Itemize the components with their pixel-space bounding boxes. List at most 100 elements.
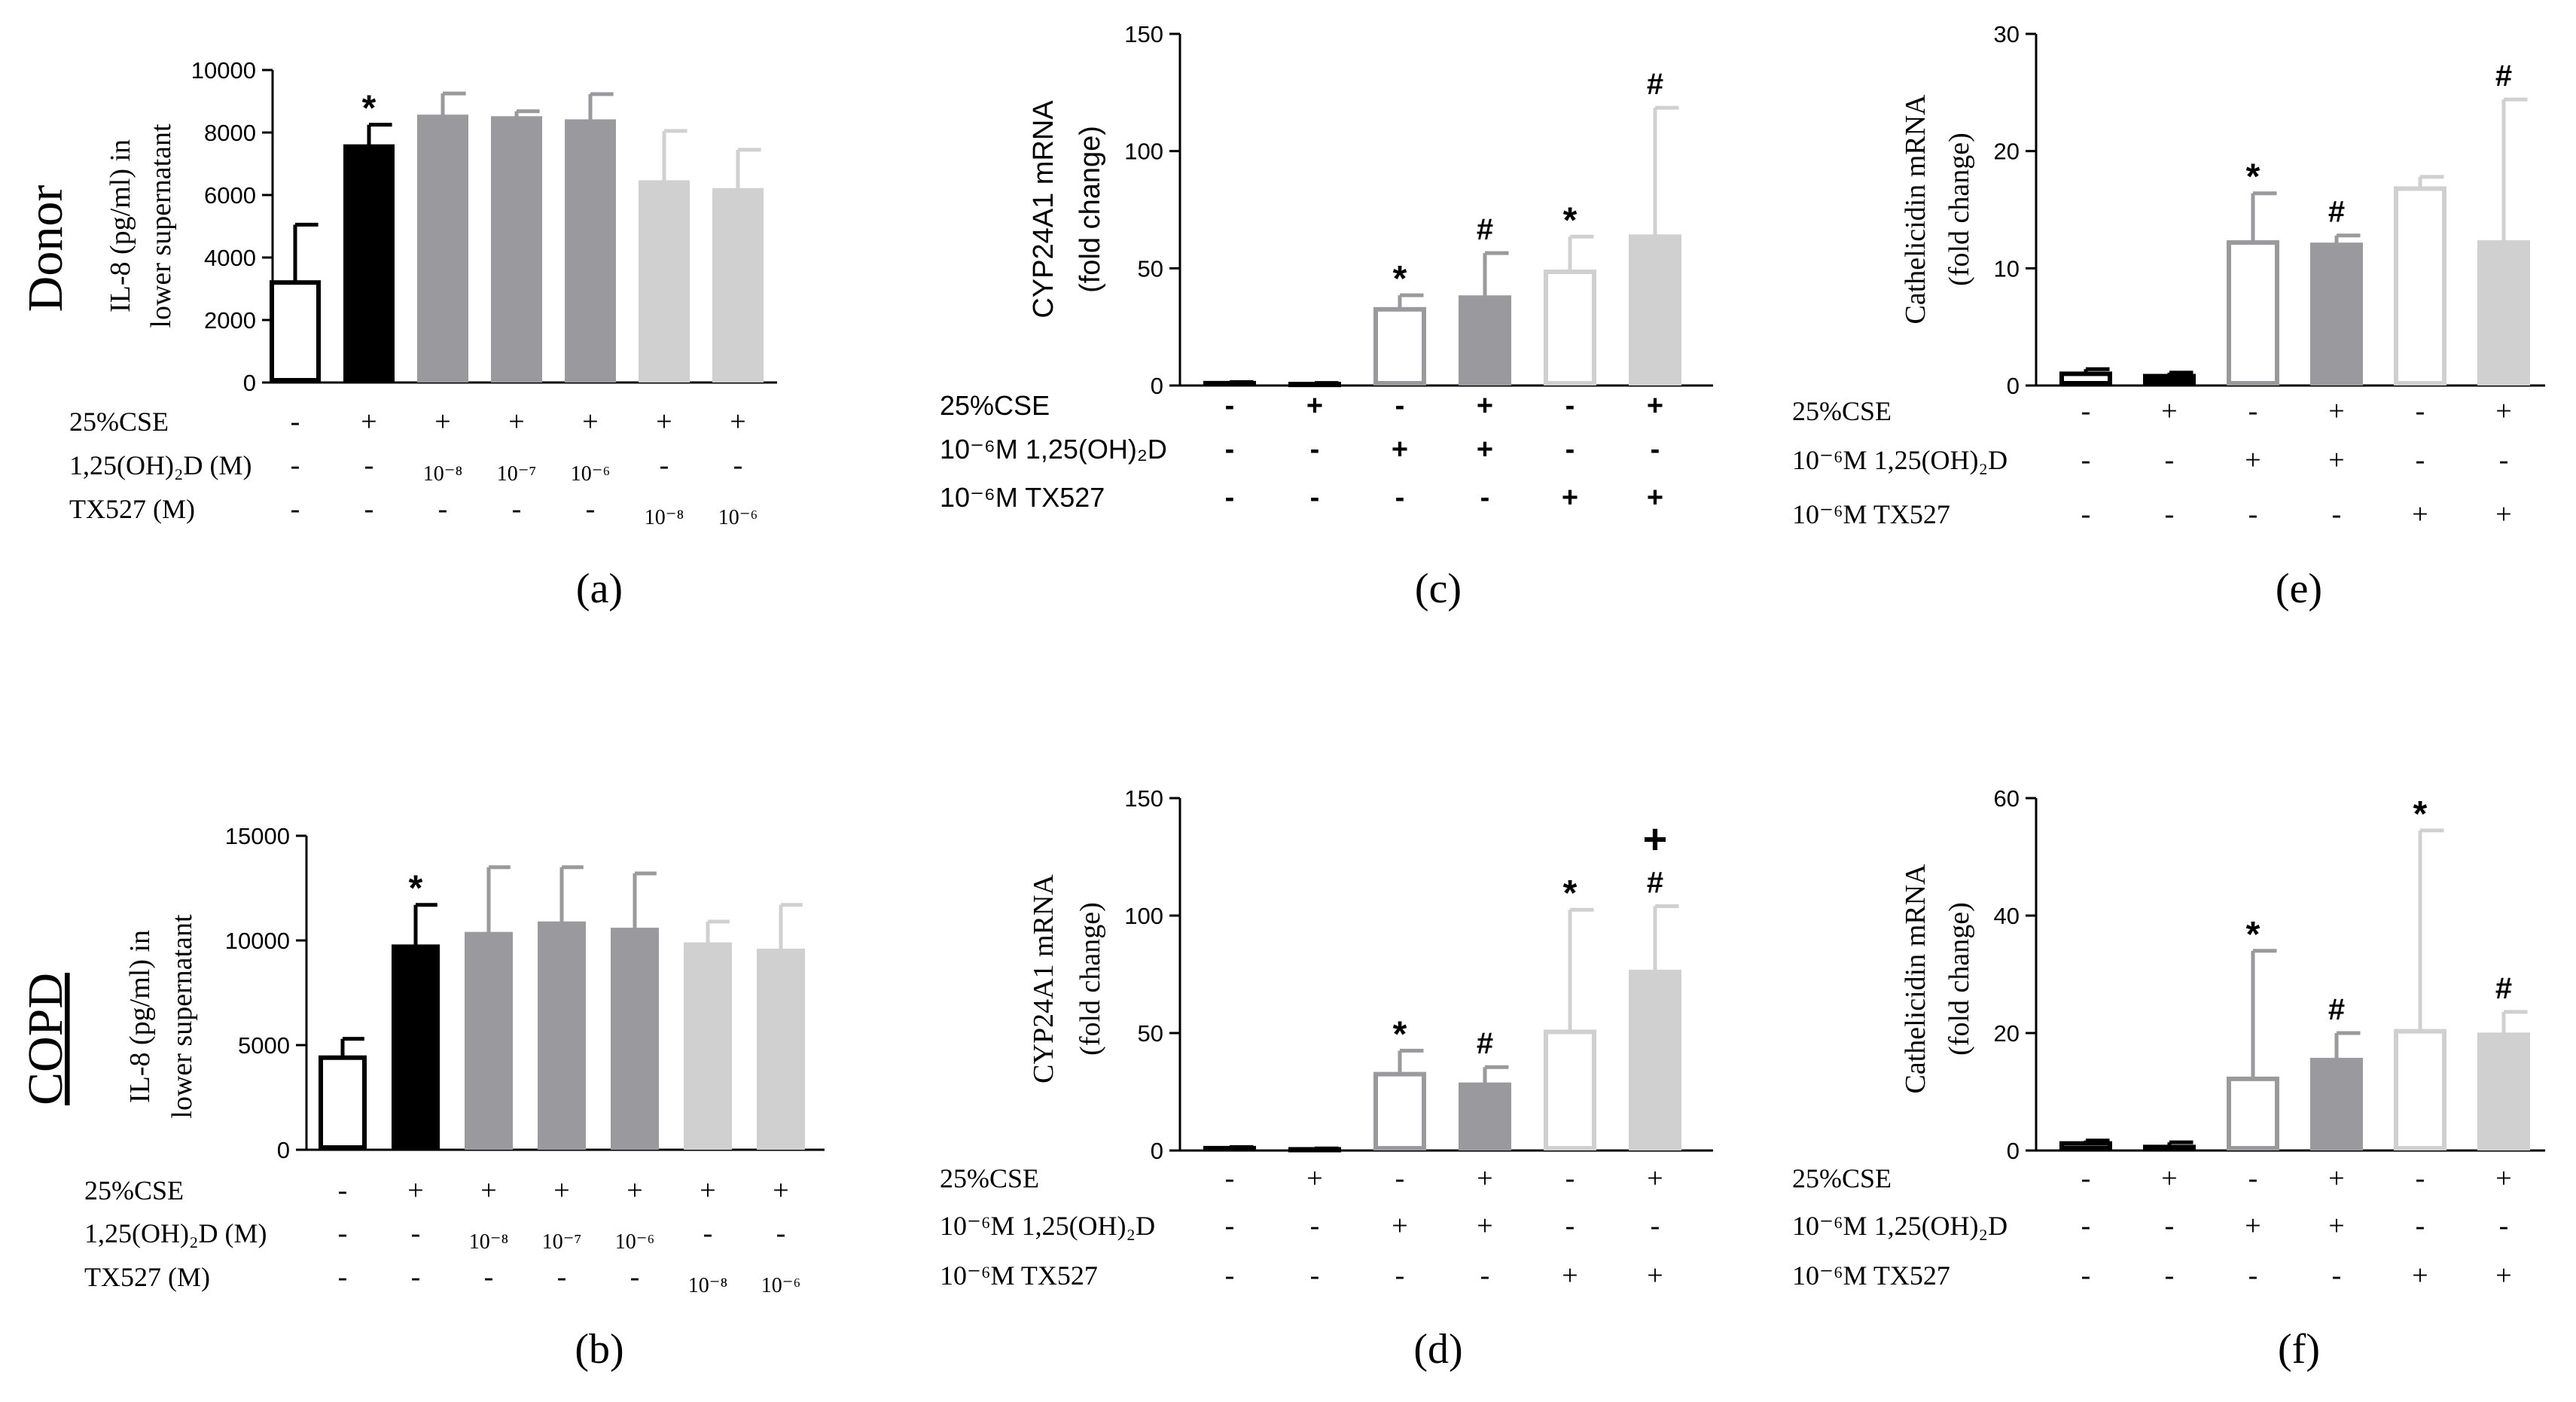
condition-label: 10⁻⁶M TX527 — [940, 1260, 1098, 1291]
bar — [684, 942, 732, 1151]
condition-value: + — [626, 1175, 642, 1206]
condition-value: 10⁻⁶ — [718, 506, 758, 529]
bar — [2227, 240, 2279, 386]
y-tick-label: 0 — [2007, 373, 2020, 399]
condition-value: 10⁻⁶ — [571, 462, 611, 486]
y-tick-label: 0 — [243, 370, 256, 396]
bar — [2143, 1144, 2196, 1151]
condition-value: + — [508, 406, 524, 437]
condition-value: - — [2081, 395, 2091, 427]
condition-value: + — [1477, 434, 1493, 465]
condition-value: - — [776, 1218, 786, 1249]
condition-value: - — [557, 1261, 567, 1293]
bar — [1459, 1082, 1511, 1151]
condition-label: 1,25(OH)₂D (M) — [69, 450, 252, 480]
chart-panel: 0 50 100 150 CYP24A1 mRNA (fold change) * # * # +2… — [940, 785, 1713, 1373]
significance-marker: # — [1647, 867, 1663, 900]
significance-marker: * — [362, 89, 376, 129]
condition-value: + — [730, 406, 745, 437]
condition-label: 10⁻⁶M 1,25(OH)₂D — [1792, 1211, 2007, 1241]
y-axis-label: CYP24A1 mRNA — [1028, 100, 1059, 318]
bar — [392, 944, 440, 1150]
condition-value: - — [338, 1218, 348, 1249]
bar — [712, 187, 764, 383]
condition-value: - — [1395, 482, 1405, 514]
bar — [343, 144, 395, 383]
y-tick-label: 30 — [1994, 21, 2020, 47]
panel-label: (b) — [575, 1326, 623, 1373]
significance-marker: # — [2495, 972, 2512, 1005]
condition-value: - — [1225, 1163, 1235, 1194]
y-tick-label: 8000 — [204, 120, 256, 146]
condition-value: 10⁻⁷ — [497, 462, 537, 486]
condition-label: 25%CSE — [940, 1163, 1039, 1193]
condition-value: + — [1647, 390, 1663, 422]
condition-value: - — [1310, 482, 1320, 514]
bar — [465, 931, 513, 1151]
condition-value: + — [1647, 1260, 1663, 1291]
chart-panel: 0 50 100 150 CYP24A1 mRNA (fold change) * # * #25… — [940, 21, 1713, 612]
condition-value: - — [1565, 1163, 1575, 1194]
condition-value: - — [2332, 498, 2342, 530]
condition-value: - — [1565, 390, 1575, 422]
y-tick-label: 10000 — [225, 928, 290, 954]
condition-value: - — [1565, 1210, 1575, 1242]
y-tick-label: 20 — [1994, 1020, 2020, 1047]
condition-value: - — [411, 1218, 421, 1249]
bar — [2227, 1076, 2279, 1151]
chart-panel: 0 20 40 60 Cathelicidin mRNA (fold change) * # *… — [1792, 785, 2545, 1373]
bar — [1373, 1071, 1426, 1151]
significance-marker: # — [2495, 59, 2512, 93]
condition-value: 10⁻⁸ — [423, 462, 463, 486]
condition-value: - — [2165, 1260, 2175, 1291]
y-tick-label: 15000 — [225, 823, 290, 849]
condition-value: + — [1477, 390, 1493, 422]
condition-value: - — [2499, 1210, 2509, 1242]
y-tick-label: 2000 — [204, 307, 256, 334]
y-axis-label: IL-8 (pg/ml) in — [124, 930, 156, 1103]
significance-marker: * — [1563, 200, 1578, 240]
condition-label: 25%CSE — [69, 407, 169, 437]
y-tick-label: 0 — [1151, 373, 1163, 399]
significance-marker: # — [1477, 1027, 1493, 1060]
condition-value: + — [1562, 1260, 1578, 1291]
significance-marker: * — [1393, 259, 1407, 299]
y-tick-label: 0 — [1151, 1138, 1163, 1164]
panel-label: (e) — [2276, 565, 2322, 612]
condition-value: - — [2081, 1163, 2091, 1194]
bar — [1373, 306, 1426, 386]
condition-value: + — [1392, 434, 1408, 465]
condition-label: 25%CSE — [1792, 396, 1892, 426]
condition-value: - — [411, 1261, 421, 1293]
panel-label: (a) — [576, 565, 623, 612]
bar — [611, 928, 659, 1150]
condition-value: - — [2165, 444, 2175, 476]
condition-value: + — [2495, 395, 2511, 427]
condition-value: + — [2245, 444, 2260, 476]
condition-value: + — [2495, 1163, 2511, 1194]
condition-value: - — [1395, 1260, 1405, 1291]
condition-value: - — [1480, 482, 1490, 514]
condition-value: - — [484, 1261, 494, 1293]
condition-value: + — [1647, 1163, 1663, 1194]
chart-panel: 0 2000 4000 6000 8000 10000 IL-8 (pg/ml) in low… — [69, 57, 777, 612]
condition-label: 1,25(OH)₂D (M) — [84, 1218, 267, 1248]
bar — [417, 114, 468, 383]
y-tick-label: 0 — [277, 1137, 290, 1163]
condition-value: - — [291, 450, 300, 481]
condition-value: + — [1647, 482, 1663, 514]
condition-label: 10⁻⁶M 1,25(OH)₂D — [940, 1211, 1155, 1241]
bar — [1544, 270, 1596, 386]
bar — [757, 948, 805, 1151]
condition-value: - — [2416, 1163, 2425, 1194]
condition-value: + — [1562, 482, 1578, 514]
condition-value: 10⁻⁸ — [688, 1274, 728, 1297]
condition-value: - — [2081, 1210, 2091, 1242]
condition-label: TX527 (M) — [69, 494, 195, 524]
significance-marker: # — [2328, 196, 2345, 229]
chart-panel: 0 10 20 30 Cathelicidin mRNA (fold change) * # #… — [1792, 21, 2545, 612]
y-axis-label: CYP24A1 mRNA — [1028, 874, 1059, 1084]
condition-value: - — [1395, 390, 1405, 422]
